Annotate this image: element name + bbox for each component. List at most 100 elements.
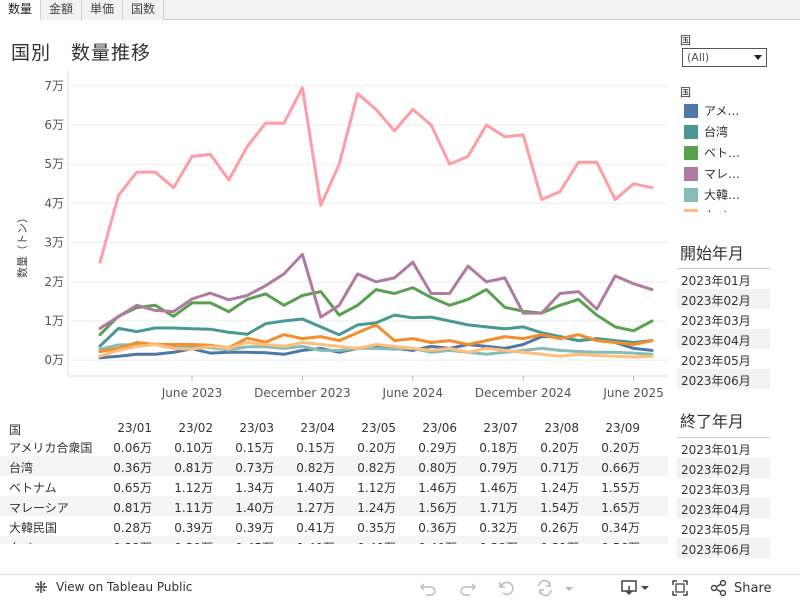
table-row-label: 大韓民国 <box>9 521 58 535</box>
table-cell: 0.10万 <box>174 441 213 455</box>
table-column-header: 23/04 <box>300 421 335 435</box>
legend-label: ベト… <box>704 146 741 160</box>
month-list-item[interactable]: 2023年04月 <box>677 498 770 518</box>
tableau-toolbar: View on Tableau Public <box>0 574 800 600</box>
tab-quantity[interactable]: 数量 <box>0 0 42 20</box>
month-list-item[interactable]: 2023年03月 <box>681 483 751 497</box>
month-list-item[interactable]: 2023年01月 <box>681 274 751 288</box>
share-icon <box>710 579 727 597</box>
refresh-icon[interactable] <box>535 579 555 597</box>
series-line[interactable] <box>98 313 654 348</box>
download-icon[interactable] <box>620 579 652 597</box>
redo-icon[interactable] <box>458 579 478 597</box>
fullscreen-icon[interactable] <box>670 579 690 597</box>
legend-item[interactable]: 大韓… <box>684 184 774 205</box>
month-list-item[interactable]: 2023年03月 <box>681 314 751 328</box>
month-list-item[interactable]: 2023年06月 <box>677 369 770 389</box>
revert-icon[interactable] <box>497 579 517 597</box>
month-list-item[interactable]: 2023年02月 <box>677 458 770 478</box>
series-line[interactable] <box>98 252 654 330</box>
table-row: 大韓民国 0.28万 0.39万 0.39万 0.41万 0.35万 0.36万 0.32万 0… <box>0 516 668 536</box>
legend-swatch <box>684 166 698 181</box>
series-line[interactable] <box>98 86 654 264</box>
data-table: 国 23/01 23/02 23/03 23/04 23/05 23/06 23/07 23/0… <box>0 416 668 544</box>
x-tick-label: June 2025 <box>602 386 664 400</box>
view-on-tableau-public-label: View on Tableau Public <box>56 580 193 594</box>
month-list-item[interactable]: 2023年05月 <box>681 523 751 537</box>
table-cell: 0.82万 <box>296 461 335 475</box>
table-row-label: 台湾 <box>9 461 34 475</box>
table-cell: 0.06万 <box>113 441 152 455</box>
table-row: マレーシア 0.81万 1.11万 1.40万 1.27万 1.24万 1.56万 1.71万… <box>0 496 668 516</box>
series-line[interactable] <box>98 323 654 353</box>
series-line[interactable] <box>98 341 654 359</box>
table-cell: 0.31万 <box>523 539 579 544</box>
table-cell: 0.29万 <box>418 441 457 455</box>
tab-bar: 数量 金額 単価 国数 <box>0 0 800 20</box>
table-cell: 0.18万 <box>479 441 518 455</box>
table-cell: 1.46万 <box>479 481 518 495</box>
table-cell: 1.90 <box>640 499 668 513</box>
table-row: 台湾 0.36万 0.81万 0.73万 0.82万 0.82万 0.80万 0.79万 0.7… <box>0 456 668 476</box>
table-cell: 0.32万 <box>479 521 518 535</box>
country-filter-label: 国 <box>680 34 691 47</box>
legend-swatch <box>684 187 698 202</box>
table-cell: 0.71万 <box>540 461 579 475</box>
series-line[interactable] <box>98 342 654 356</box>
month-list-item[interactable]: 2023年01月 <box>681 443 751 457</box>
table-cell: 0.40万 <box>401 539 457 544</box>
legend-item[interactable]: 台湾 <box>684 121 774 142</box>
y-tick-label: 1万 <box>44 314 64 328</box>
refresh-menu-chevron-icon[interactable] <box>563 579 575 597</box>
y-tick-label: 5万 <box>44 157 64 171</box>
share-label: Share <box>734 580 772 596</box>
table-cell: 0.65万 <box>113 481 152 495</box>
country-filter-value: (All) <box>687 51 710 64</box>
month-list-item[interactable]: 2023年04月 <box>677 329 770 349</box>
table-column-header: 23/06 <box>422 421 457 435</box>
table-row-label: ベトナム <box>9 481 57 495</box>
table-cell: 0.20万 <box>601 441 640 455</box>
tab-country-count[interactable]: 国数 <box>123 0 165 20</box>
table-header-row: 国 23/01 23/02 23/03 23/04 23/05 23/06 23/07 23/0… <box>0 418 668 438</box>
share-button[interactable]: Share <box>710 579 772 597</box>
legend-label: 大韓… <box>704 188 741 202</box>
table-cell: 0.79万 <box>479 461 518 475</box>
table-cell: 1.46万 <box>418 481 457 495</box>
legend-label: 台湾 <box>704 125 729 139</box>
y-axis-label: 数量（トン） <box>16 212 29 278</box>
y-tick-label: 3万 <box>44 236 64 250</box>
legend-item[interactable]: タイ <box>684 205 774 212</box>
table-column-header: 23/03 <box>239 421 274 435</box>
legend-label: タイ <box>704 207 728 212</box>
legend-item[interactable]: ベト… <box>684 142 774 163</box>
start-month-list: 2023年01月 2023年02月 2023年03月 2023年04月 2023年05月… <box>677 268 770 389</box>
y-tick-label: 6万 <box>44 118 64 132</box>
table-cell: 1.27万 <box>296 501 335 515</box>
legend-label: アメ… <box>704 104 740 118</box>
table-cell: 0.81万 <box>174 461 213 475</box>
undo-icon[interactable] <box>418 579 438 597</box>
table-cell: 0.41万 <box>296 521 335 535</box>
month-list-item[interactable]: 2023年02月 <box>677 289 770 309</box>
month-list-item[interactable]: 2023年05月 <box>681 354 751 368</box>
chevron-down-icon <box>754 55 762 60</box>
series-line[interactable] <box>98 286 654 337</box>
tab-unit-price[interactable]: 単価 <box>82 0 124 20</box>
month-list-item[interactable]: 2023年06月 <box>677 538 770 558</box>
legend-item[interactable]: マレ… <box>684 163 774 184</box>
country-filter-dropdown[interactable]: (All) <box>682 48 767 67</box>
view-on-tableau-public-link[interactable]: View on Tableau Public <box>34 580 192 594</box>
tab-amount[interactable]: 金額 <box>41 0 83 20</box>
table-row: アメリカ合衆国 0.06万 0.10万 0.15万 0.15万 0.20万 0.29万 0.1… <box>0 436 668 456</box>
list-divider <box>677 437 770 438</box>
table-cell: 0.34 <box>640 519 668 533</box>
legend-item[interactable]: アメ… <box>684 100 774 121</box>
table-column-header: 23/05 <box>361 421 396 435</box>
start-month-title: 開始年月 <box>680 244 745 263</box>
table-column-header: 23/07 <box>483 421 518 435</box>
table-cell: 0.15万 <box>296 441 335 455</box>
table-cell: 1.55万 <box>601 481 640 495</box>
